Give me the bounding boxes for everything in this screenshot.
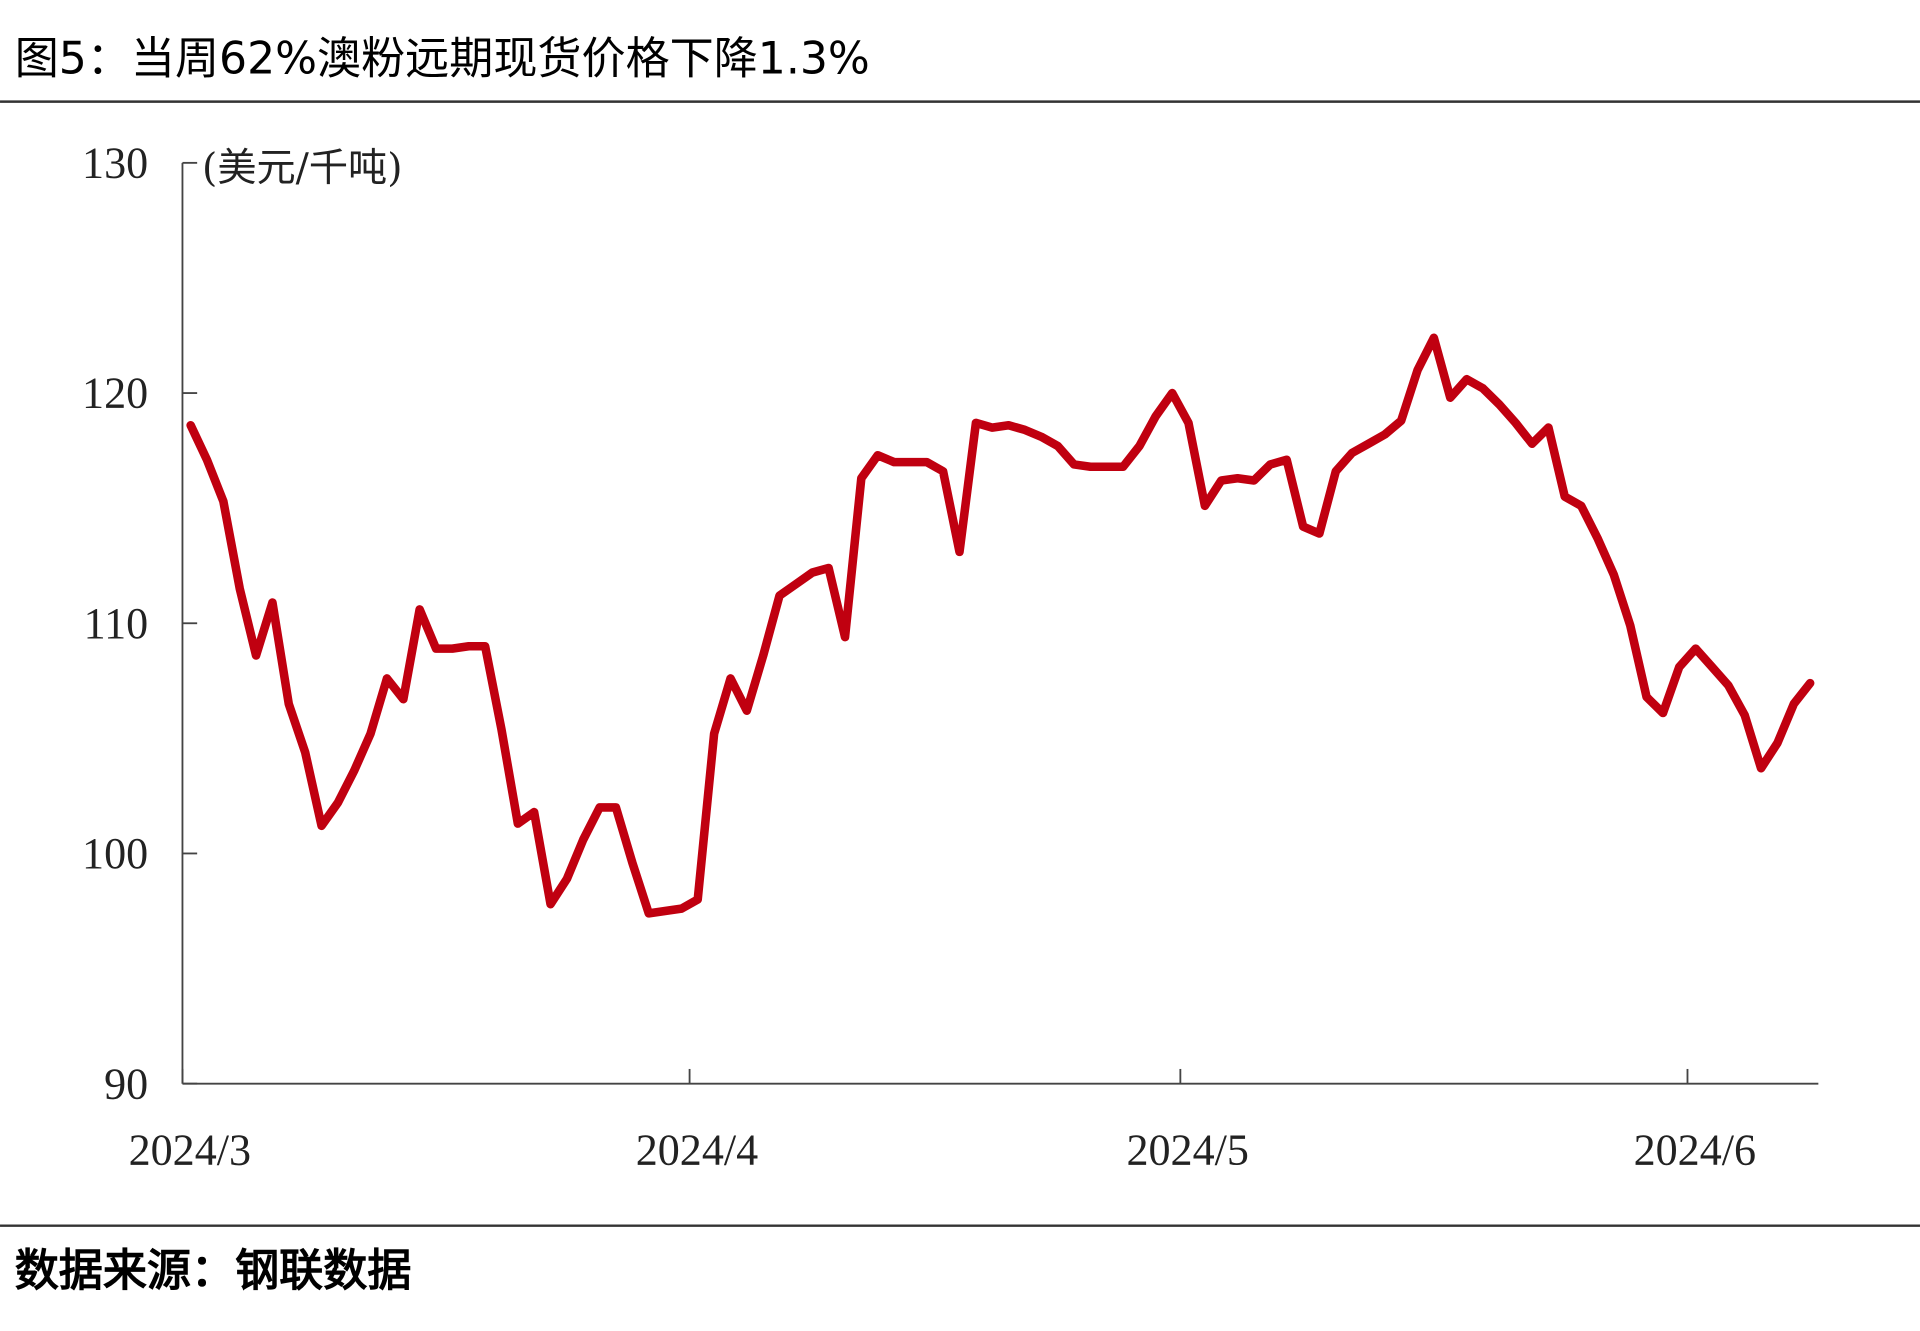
x-tick-label: 2024/4 [636,1125,758,1174]
y-tick-label: 120 [82,369,148,418]
data-line [186,333,1815,918]
y-tick-label: 100 [82,829,148,878]
source-note: 数据来源：钢联数据 [15,1246,412,1297]
x-tick-label: 2024/5 [1126,1125,1248,1174]
y-axis-unit: (美元/千吨) [202,146,402,191]
y-tick-label: 90 [104,1059,148,1108]
x-tick-label: 2024/3 [129,1125,251,1174]
y-tick-label: 130 [82,139,148,188]
x-tick-label: 2024/6 [1634,1125,1756,1174]
chart-title: 图5：当周62%澳粉远期现货价格下降1.3% [15,33,870,84]
y-tick-label: 110 [84,599,148,648]
